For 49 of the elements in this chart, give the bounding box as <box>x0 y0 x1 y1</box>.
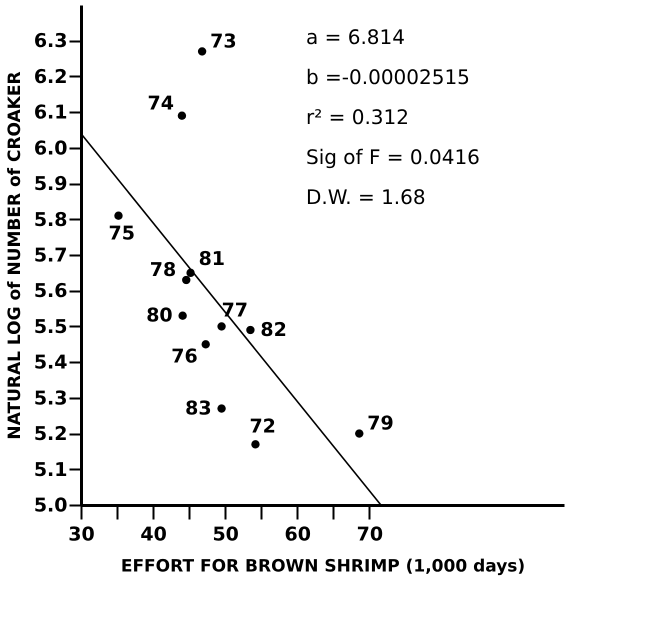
point <box>217 404 226 413</box>
annotation: b =-0.00002515 <box>306 65 470 89</box>
x-axis-title: EFFORT FOR BROWN SHRIMP (1,000 days) <box>120 556 526 576</box>
point <box>355 429 364 438</box>
point <box>178 112 186 120</box>
y-tick-label: 5.6 <box>34 280 68 302</box>
annotation: a = 6.814 <box>306 25 405 49</box>
annotation: 76 <box>171 345 198 368</box>
y-tick-label: 5.9 <box>34 173 68 196</box>
x-tick-label: 40 <box>140 524 167 546</box>
point <box>198 47 206 56</box>
x-tick-label: 70 <box>356 524 384 546</box>
annotation: 80 <box>146 304 173 327</box>
y-tick-label: 5.7 <box>34 244 68 266</box>
annotation: r² = 0.312 <box>306 105 409 129</box>
point <box>202 340 210 348</box>
x-tick-label: 50 <box>212 524 239 546</box>
y-axis-title: NATURAL LOG of NUMBER of CROAKER <box>4 71 25 440</box>
annotation: 75 <box>108 222 135 245</box>
annotation: 72 <box>249 415 276 438</box>
point <box>178 312 187 320</box>
x-tick-label: 60 <box>284 524 311 546</box>
y-tick-label: 5.4 <box>34 352 68 374</box>
annotation: 82 <box>260 319 287 341</box>
annotation: D.W. = 1.68 <box>306 185 426 209</box>
y-tick-label: 6.2 <box>34 66 68 88</box>
point <box>217 322 226 331</box>
y-tick-label: 5.2 <box>34 423 68 446</box>
y-tick-label: 5.1 <box>34 458 68 481</box>
y-tick-label: 5.3 <box>34 387 68 410</box>
point <box>251 440 260 448</box>
annotation: 79 <box>367 412 394 435</box>
annotation: 78 <box>150 259 176 281</box>
y-tick-label: 5.0 <box>34 494 68 516</box>
annotation: 77 <box>222 299 248 322</box>
point <box>246 326 255 334</box>
y-tick-label: 5.5 <box>34 316 68 338</box>
annotation: 73 <box>210 30 237 52</box>
annotation: 83 <box>185 398 212 420</box>
y-tick-label: 6.1 <box>34 102 68 124</box>
x-tick-label: 30 <box>68 524 95 546</box>
y-tick-label: 6.3 <box>34 30 68 52</box>
point <box>114 212 123 220</box>
annotation: 74 <box>147 92 174 115</box>
point <box>182 276 190 284</box>
y-tick-label: 5.8 <box>34 208 68 231</box>
y-tick-label: 6.0 <box>34 137 68 160</box>
annotation: Sig of F = 0.0416 <box>306 145 480 169</box>
annotation: 81 <box>198 248 226 270</box>
